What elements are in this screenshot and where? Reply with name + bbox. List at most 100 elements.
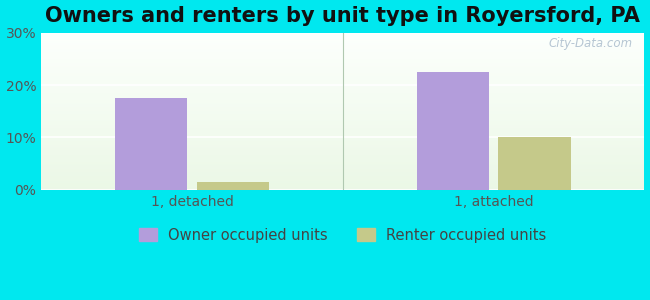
Bar bbox=[41, 96, 644, 97]
Bar bbox=[41, 105, 644, 106]
Bar bbox=[41, 65, 644, 66]
Bar bbox=[41, 100, 644, 101]
Bar bbox=[41, 113, 644, 114]
Bar bbox=[41, 39, 644, 40]
Bar bbox=[41, 161, 644, 162]
Bar bbox=[41, 111, 644, 112]
Bar bbox=[41, 181, 644, 182]
Bar bbox=[41, 35, 644, 36]
Bar bbox=[41, 69, 644, 70]
Bar bbox=[41, 61, 644, 62]
Bar bbox=[41, 87, 644, 88]
Bar bbox=[41, 75, 644, 76]
Bar bbox=[41, 127, 644, 128]
Bar bbox=[41, 92, 644, 93]
Bar bbox=[41, 76, 644, 77]
Bar bbox=[41, 53, 644, 54]
Bar bbox=[41, 36, 644, 37]
Bar bbox=[41, 125, 644, 126]
Bar bbox=[41, 156, 644, 157]
Bar bbox=[41, 151, 644, 152]
Bar bbox=[41, 118, 644, 119]
Bar bbox=[41, 56, 644, 57]
Bar bbox=[41, 98, 644, 99]
Bar bbox=[41, 117, 644, 118]
Bar bbox=[41, 166, 644, 167]
Bar bbox=[41, 186, 644, 187]
Bar bbox=[417, 72, 489, 190]
Bar bbox=[41, 184, 644, 185]
Bar bbox=[41, 149, 644, 150]
Bar bbox=[41, 37, 644, 38]
Bar bbox=[41, 142, 644, 143]
Bar bbox=[41, 124, 644, 125]
Bar bbox=[41, 110, 644, 111]
Bar bbox=[41, 122, 644, 123]
Bar bbox=[41, 126, 644, 127]
Bar bbox=[41, 173, 644, 174]
Bar bbox=[41, 177, 644, 178]
Bar bbox=[41, 153, 644, 154]
Bar bbox=[41, 167, 644, 168]
Bar bbox=[41, 43, 644, 44]
Bar bbox=[41, 114, 644, 115]
Bar bbox=[41, 90, 644, 91]
Bar bbox=[41, 129, 644, 130]
Bar bbox=[41, 45, 644, 46]
Bar bbox=[41, 120, 644, 121]
Bar bbox=[41, 68, 644, 69]
Bar bbox=[41, 158, 644, 159]
Bar bbox=[41, 62, 644, 63]
Bar bbox=[41, 179, 644, 180]
Bar bbox=[41, 143, 644, 144]
Bar bbox=[41, 46, 644, 47]
Bar bbox=[41, 40, 644, 41]
Bar bbox=[41, 67, 644, 68]
Bar bbox=[41, 64, 644, 65]
Bar bbox=[41, 128, 644, 129]
Bar bbox=[41, 85, 644, 86]
Bar bbox=[41, 132, 644, 133]
Bar bbox=[41, 155, 644, 156]
Bar bbox=[41, 157, 644, 158]
Bar bbox=[41, 150, 644, 151]
Bar bbox=[41, 171, 644, 172]
Legend: Owner occupied units, Renter occupied units: Owner occupied units, Renter occupied un… bbox=[133, 222, 552, 248]
Bar bbox=[41, 135, 644, 136]
Bar bbox=[41, 123, 644, 124]
Bar bbox=[41, 59, 644, 60]
Bar bbox=[196, 182, 269, 190]
Bar bbox=[41, 101, 644, 102]
Bar bbox=[41, 115, 644, 116]
Bar bbox=[41, 131, 644, 132]
Bar bbox=[41, 185, 644, 186]
Bar bbox=[41, 108, 644, 109]
Bar bbox=[41, 57, 644, 58]
Bar bbox=[41, 97, 644, 98]
Bar bbox=[41, 77, 644, 78]
Bar bbox=[41, 51, 644, 52]
Bar bbox=[41, 41, 644, 42]
Bar bbox=[41, 81, 644, 82]
Bar bbox=[41, 176, 644, 177]
Bar bbox=[41, 107, 644, 108]
Bar bbox=[41, 163, 644, 164]
Bar bbox=[41, 44, 644, 45]
Bar bbox=[41, 63, 644, 64]
Bar bbox=[41, 106, 644, 107]
Bar bbox=[41, 152, 644, 153]
Bar bbox=[41, 74, 644, 75]
Bar bbox=[41, 154, 644, 155]
Bar bbox=[41, 103, 644, 104]
Text: City-Data.com: City-Data.com bbox=[548, 38, 632, 50]
Bar bbox=[41, 66, 644, 67]
Bar bbox=[115, 98, 187, 190]
Bar bbox=[41, 93, 644, 94]
Bar bbox=[41, 58, 644, 59]
Bar bbox=[498, 137, 571, 190]
Bar bbox=[41, 89, 644, 90]
Bar bbox=[41, 146, 644, 147]
Bar bbox=[41, 138, 644, 139]
Bar bbox=[41, 86, 644, 87]
Bar bbox=[41, 144, 644, 145]
